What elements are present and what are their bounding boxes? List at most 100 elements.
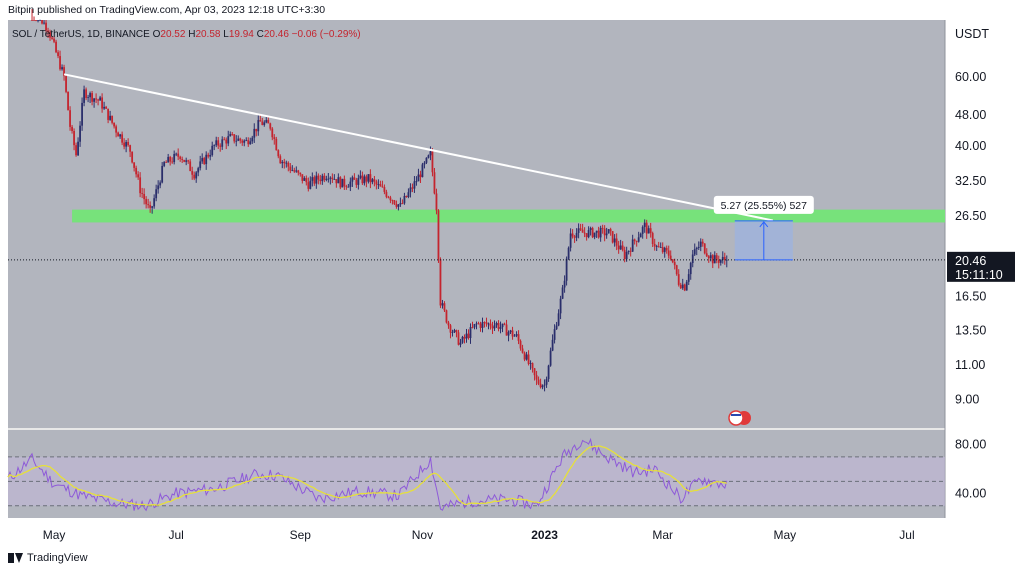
candle[interactable] [701,238,704,247]
candle[interactable] [95,93,97,104]
candle[interactable] [177,148,180,161]
candle[interactable] [263,120,266,127]
candle[interactable] [469,323,472,344]
candle[interactable] [651,231,654,248]
candle[interactable] [247,137,250,147]
candle[interactable] [251,135,254,144]
candle[interactable] [259,114,262,122]
candle[interactable] [229,131,232,137]
candle[interactable] [317,173,320,185]
candle[interactable] [85,87,87,101]
candle[interactable] [79,121,81,147]
candle[interactable] [615,233,618,251]
candle[interactable] [557,309,560,327]
candle[interactable] [397,204,400,211]
candle[interactable] [171,157,174,164]
candle[interactable] [479,321,482,332]
candle[interactable] [503,322,506,326]
candle[interactable] [669,250,672,261]
candle[interactable] [67,91,69,111]
candle[interactable] [197,166,200,177]
candle[interactable] [325,175,328,182]
candle[interactable] [145,196,148,209]
candle[interactable] [47,27,49,38]
candle[interactable] [681,278,684,290]
candle[interactable] [195,171,198,183]
candle[interactable] [261,117,264,126]
candle[interactable] [87,94,89,103]
candle[interactable] [645,219,648,239]
candle[interactable] [343,175,346,190]
candle[interactable] [529,360,532,370]
candle[interactable] [531,362,534,373]
candle[interactable] [233,134,236,144]
candle[interactable] [725,255,728,268]
candle[interactable] [499,321,502,334]
candle[interactable] [357,174,360,190]
candle[interactable] [665,245,668,254]
candle[interactable] [137,171,140,180]
candle[interactable] [509,329,512,335]
candle[interactable] [283,158,286,169]
candle[interactable] [517,330,520,345]
candle[interactable] [71,124,73,134]
candle[interactable] [37,20,39,23]
candle[interactable] [313,175,316,186]
candle[interactable] [555,321,558,330]
candle[interactable] [99,95,101,101]
candle[interactable] [663,246,666,258]
candle[interactable] [677,269,680,287]
candle[interactable] [333,174,336,180]
candle[interactable] [265,116,268,124]
candle[interactable] [463,334,466,344]
candle[interactable] [497,320,500,332]
candle[interactable] [539,378,542,389]
candle[interactable] [487,322,490,330]
candle[interactable] [77,137,79,156]
candle[interactable] [431,148,434,177]
candle[interactable] [527,350,530,366]
candle[interactable] [537,376,540,386]
candle[interactable] [605,227,608,239]
candle[interactable] [113,122,116,129]
candle[interactable] [159,180,162,189]
candle[interactable] [429,146,432,161]
candle[interactable] [385,189,388,199]
candle[interactable] [563,275,566,293]
candle[interactable] [633,238,636,245]
candle[interactable] [61,64,63,71]
candle[interactable] [543,379,546,392]
candle[interactable] [513,334,516,337]
candle[interactable] [101,93,104,113]
candle[interactable] [551,334,554,352]
candle[interactable] [713,251,716,264]
candle[interactable] [437,209,440,263]
candle[interactable] [389,195,392,204]
candle[interactable] [623,246,626,263]
candle[interactable] [181,156,184,164]
candle[interactable] [49,29,51,41]
candle[interactable] [51,35,53,40]
candle[interactable] [405,195,408,198]
candle[interactable] [573,234,576,243]
candle[interactable] [151,205,154,214]
candle[interactable] [43,20,45,25]
candle[interactable] [143,188,146,205]
candle[interactable] [295,166,298,173]
candle[interactable] [299,172,302,177]
candle[interactable] [435,188,438,215]
candle[interactable] [107,108,110,124]
candle[interactable] [341,178,344,188]
candle[interactable] [207,152,210,159]
currency-flag-icon[interactable] [728,410,751,426]
candle[interactable] [91,90,93,106]
candle[interactable] [575,228,578,242]
candle[interactable] [303,176,306,181]
candle[interactable] [373,175,376,187]
candle[interactable] [173,150,176,165]
candle[interactable] [699,238,702,252]
candle[interactable] [565,256,568,286]
candle[interactable] [65,75,67,94]
candle[interactable] [349,177,352,192]
